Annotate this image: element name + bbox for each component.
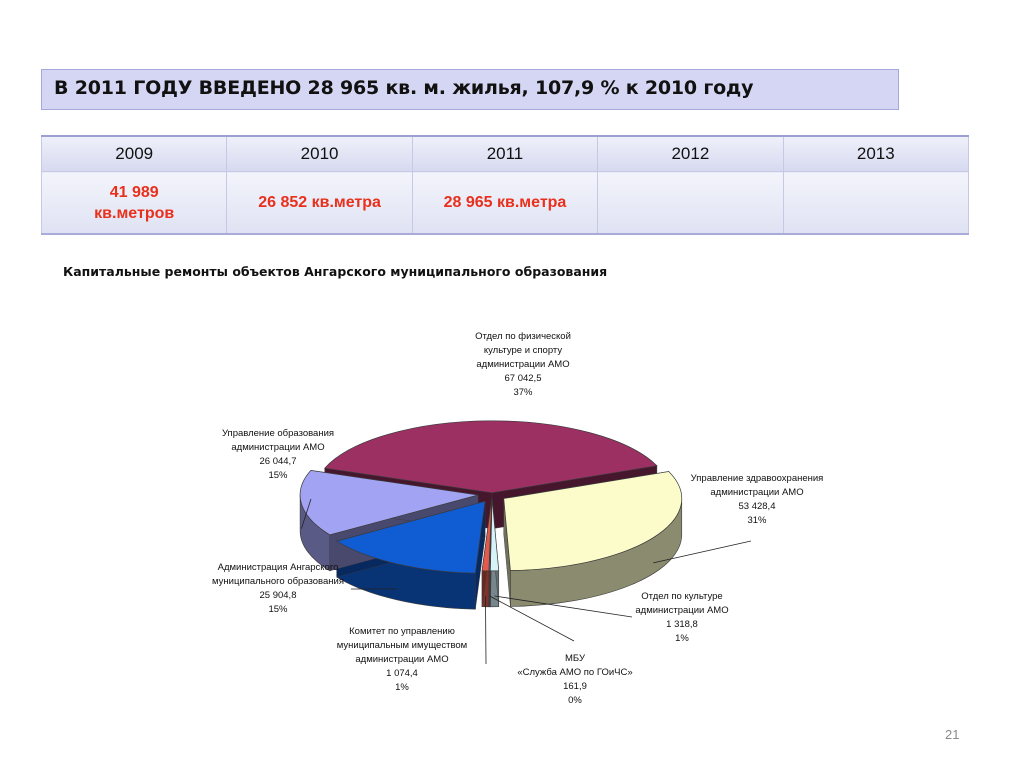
value-cell <box>597 171 784 235</box>
leader-line <box>300 498 312 529</box>
slice-label-line: Администрация Ангарского <box>218 562 339 573</box>
value-cell <box>782 171 970 235</box>
slice-label-line: 31% <box>747 515 767 526</box>
chart-title: Капитальные ремонты объектов Ангарского … <box>63 264 608 279</box>
leader-line <box>485 595 487 665</box>
pie-slice <box>335 500 486 574</box>
slice-label-line: Отдел по физической <box>475 331 571 342</box>
pie-tops <box>299 420 683 574</box>
pie-labels: Отдел по физической культуре и спорту адми… <box>212 331 823 706</box>
slice-label-line: 67 042,5 <box>505 373 542 384</box>
header-cell: 2010 <box>226 135 413 172</box>
pie-slice <box>503 471 683 571</box>
housing-table: 2009 2010 2011 2012 2013 41 989 кв.метро… <box>40 135 970 235</box>
slice-label-line: Управление образования <box>222 428 334 439</box>
slice-label: Отдел по физической культуре и спорту адми… <box>475 331 571 398</box>
slice-label-line: 37% <box>513 387 533 398</box>
slice-label: Комитет по управлению муниципальным имуще… <box>337 626 467 693</box>
header-cell: 2009 <box>40 135 228 172</box>
slice-label-line: 161,9 <box>563 681 587 692</box>
leader-line <box>494 595 633 618</box>
slice-label-line: 1% <box>395 682 409 693</box>
slice-label-line: 1 074,4 <box>386 668 418 679</box>
table-row: 41 989 кв.метров 26 852 кв.метра 28 965 … <box>40 171 970 235</box>
headline-banner: В 2011 ГОДУ ВВЕДЕНО 28 965 кв. м. жилья,… <box>41 69 899 110</box>
value-cell: 26 852 кв.метра <box>226 171 413 235</box>
slice-label-line: администрации АМО <box>476 359 569 370</box>
slice-label-line: 25 904,8 <box>260 590 297 601</box>
slice-label: МБУ «Служба АМО по ГОиЧС» 161,9 0% <box>517 653 632 706</box>
slice-label: Управление образования администрации АМО 2… <box>222 428 334 481</box>
header-cell: 2012 <box>597 135 784 172</box>
slice-label-line: 1 318,8 <box>666 619 698 630</box>
headline-title: В 2011 ГОДУ ВВЕДЕНО 28 965 кв. м. жилья,… <box>54 77 754 99</box>
slice-label-line: 0% <box>568 695 582 706</box>
slice-label-line: муниципального образования <box>212 576 344 587</box>
slice-label-line: Управление здравоохранения <box>691 473 824 484</box>
slice-label-line: 53 428,4 <box>739 501 776 512</box>
slice-label-line: культуре и спорту <box>484 345 563 356</box>
slice-label-line: муниципальным имуществом <box>337 640 467 651</box>
slice-label-line: 15% <box>268 604 288 615</box>
slice-label-line: МБУ <box>565 653 586 664</box>
slice-label-line: администрации АМО <box>231 442 324 453</box>
slice-label: Отдел по культуре администрации АМО 1 318,… <box>635 591 728 644</box>
slice-label-line: администрации АМО <box>635 605 728 616</box>
slice-label-line: администрации АМО <box>355 654 448 665</box>
slice-label-line: Отдел по культуре <box>641 591 722 602</box>
slice-label-line: 26 044,7 <box>260 456 297 467</box>
pie-slice <box>324 420 658 494</box>
pie-slice <box>299 469 479 536</box>
slice-label-line: 1% <box>675 633 689 644</box>
header-cell: 2013 <box>782 135 970 172</box>
slice-label: Управление здравоохранения администрации … <box>691 473 824 526</box>
slice-label-line: Комитет по управлению <box>349 626 455 637</box>
slice-label-line: администрации АМО <box>710 487 803 498</box>
page-number: 21 <box>945 727 960 742</box>
leader-line <box>653 540 752 564</box>
value-cell: 41 989 кв.метров <box>40 171 228 235</box>
slice-label-line: 15% <box>268 470 288 481</box>
table-header-row: 2009 2010 2011 2012 2013 <box>40 135 970 172</box>
value-cell: 28 965 кв.метра <box>411 171 599 235</box>
header-cell: 2011 <box>411 135 599 172</box>
slice-label-line: «Служба АМО по ГОиЧС» <box>517 667 632 678</box>
slice-label: Администрация Ангарского муниципального о… <box>212 562 344 615</box>
leader-line <box>489 595 575 642</box>
pie-slice <box>481 498 493 572</box>
